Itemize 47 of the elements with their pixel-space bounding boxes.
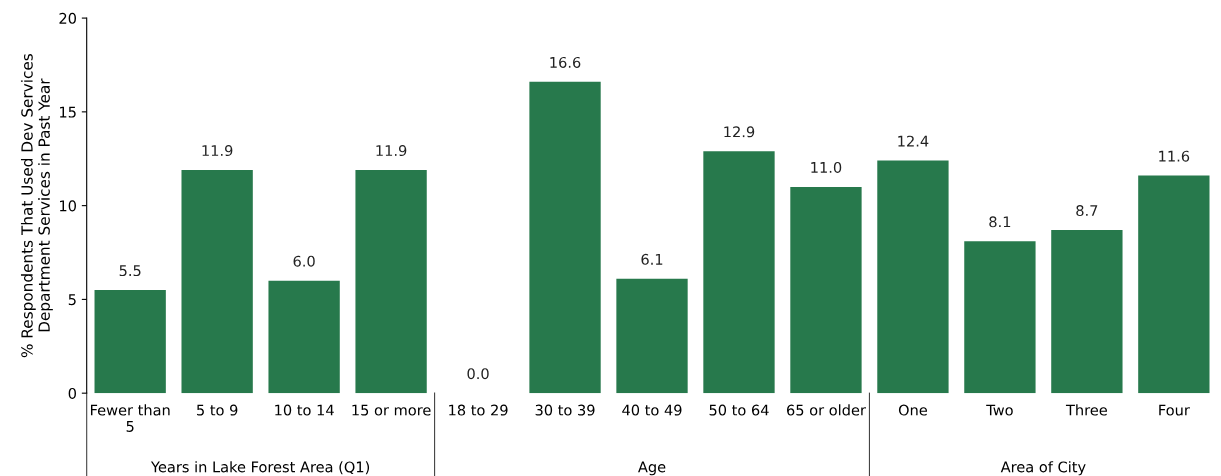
bar [355,170,427,394]
x-tick-label: Two [986,404,1013,416]
y-axis-title: % Respondents That Used Dev Services Department Services in Past Year [20,53,53,358]
x-tick-label: 15 or more [352,404,431,416]
bar [1051,230,1123,394]
x-tick-label: 18 to 29 [449,404,508,416]
x-tick-label: 50 to 64 [709,404,769,416]
x-tick-label: One [898,404,927,416]
x-tick-label: Four [1159,404,1190,416]
x-tick-label: Three [1065,404,1107,416]
data-label: 11.9 [376,145,407,157]
y-tick-label: 10 [60,200,76,212]
text: Years in Lake Forest Area (Q1) [150,461,370,475]
x-tick-label: 10 to 14 [275,404,334,416]
y-tick-label: 15 [60,106,76,118]
bar [877,160,949,394]
x-tick-label: 30 to 39 [535,404,595,416]
data-label: 6.0 [293,255,315,267]
data-label: 11.6 [1159,150,1190,162]
x-tick-label: 40 to 49 [622,404,682,416]
data-label: 11.0 [811,161,842,173]
bar [94,290,166,394]
data-label: 16.6 [550,56,581,68]
bar [181,170,253,394]
text: Age [638,461,666,476]
data-label: 8.1 [989,216,1011,228]
data-label: 12.9 [724,126,755,138]
data-label: 12.4 [898,135,929,147]
x-tick-label: Fewer than 5 [90,404,170,432]
x-tick-label: 65 or older [787,404,866,416]
y-tick-label: 20 [59,12,76,24]
data-label: 11.9 [202,145,233,157]
bar [964,241,1036,394]
bar [1138,175,1210,394]
x-tick-label: 5 to 9 [197,404,238,416]
bar [529,81,601,394]
bar [790,186,862,394]
text: Area of City [1000,461,1086,476]
y-tick-label: 5 [68,294,76,306]
y-tick-label: 0 [68,387,76,399]
data-label: 5.5 [119,265,141,277]
bar [616,278,688,394]
data-label: 0.0 [467,368,489,380]
bar [703,151,775,394]
bar [268,280,340,394]
data-label: 8.7 [1076,205,1098,217]
data-label: 6.1 [641,253,663,265]
